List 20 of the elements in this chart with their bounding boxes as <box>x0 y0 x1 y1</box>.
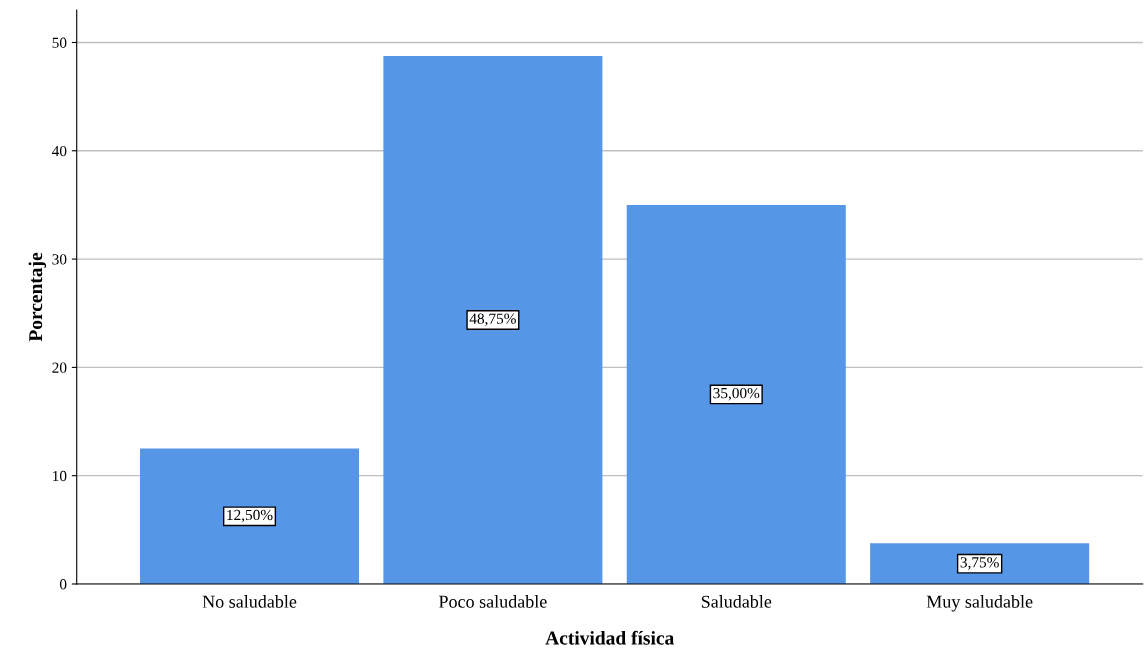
y-tick-label: 30 <box>52 254 67 265</box>
data-label: 35,00% <box>713 387 760 401</box>
y-tick-label: 40 <box>52 145 67 157</box>
y-tick-label: 20 <box>52 362 67 373</box>
data-label: 12,50% <box>227 509 273 523</box>
data-label: 48,75% <box>469 313 516 327</box>
y-axis-title: Porcentaje <box>28 252 47 342</box>
bar <box>139 448 360 584</box>
data-label: 3,75% <box>960 557 999 570</box>
y-tick-label: 10 <box>53 470 67 482</box>
x-tick-label: No saludable <box>202 595 297 608</box>
bar <box>383 56 603 584</box>
bar <box>626 204 846 584</box>
x-axis-title: Actividad física <box>545 630 674 645</box>
y-tick-label: 50 <box>52 37 67 48</box>
x-tick-label: Poco saludable <box>439 595 547 608</box>
bar <box>870 543 1090 584</box>
y-tick-label: 0 <box>59 579 67 590</box>
x-tick-label: Saludable <box>701 595 772 608</box>
x-tick-label: Muy saludable <box>926 595 1033 612</box>
